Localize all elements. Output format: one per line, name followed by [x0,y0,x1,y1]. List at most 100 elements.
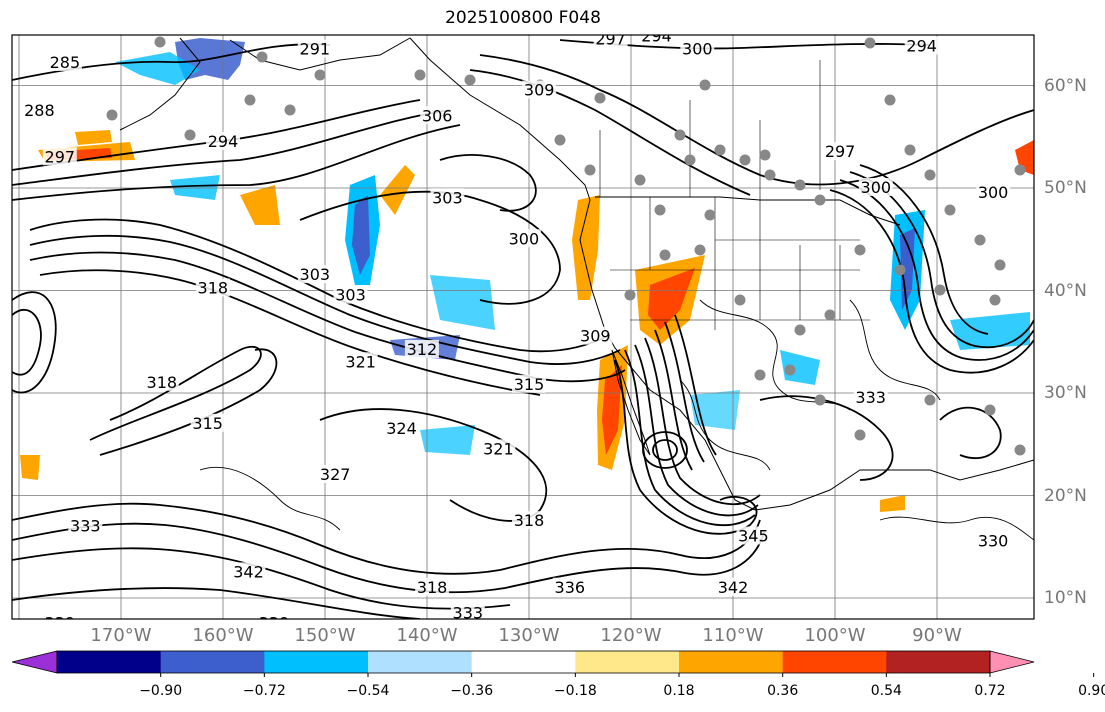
contour-line [12,308,42,376]
contour-closed [652,439,678,461]
contour-lines [12,39,1034,619]
contour-label: 318 [514,511,545,530]
contour-label: 312 [407,340,438,359]
station-dot [594,92,606,104]
longitude-label: 140°W [396,625,458,646]
contour-line [634,344,759,517]
contour-line [674,314,717,456]
longitude-label: 120°W [600,625,662,646]
contour-line [479,54,1034,186]
station-dot [824,309,836,321]
station-dot [654,204,666,216]
colorbar-segment [679,651,784,673]
station-dot [974,234,986,246]
contour-label: 300 [509,229,540,248]
station-dot [184,129,196,141]
contour-line [469,69,751,196]
contour-label-bg [190,413,225,432]
shade-orange-2 [75,130,112,145]
shade-coast-orange [572,195,600,300]
contour-label: 309 [524,81,555,100]
contour-label: 309 [580,327,611,346]
contour-label-bg [68,516,103,535]
station-dot [814,394,826,406]
latitude-label: 10°N [1044,588,1087,608]
station-dot [699,79,711,91]
colorbar-tick-label: −0.18 [553,683,597,699]
thin-contour [879,516,1034,541]
colorbar-segment [160,651,265,673]
colorbar [11,650,1095,677]
contour-line [939,406,1002,460]
contour-label-bg [206,131,240,150]
station-dot [794,324,806,336]
contour-line [99,348,278,456]
station-dot [934,284,946,296]
thin-contour [849,299,941,401]
station-dot [924,394,936,406]
contour-label: 300 [861,178,892,197]
colorbar-tick-label: −0.36 [450,683,494,699]
colorbar-extension-low [11,650,58,674]
longitude-label: 90°W [912,625,962,646]
contour-line [29,234,621,365]
contour-label: 330 [978,532,1009,551]
station-dot [314,69,326,81]
longitude-label: 100°W [804,625,866,646]
colorbar-segment [471,651,576,673]
contour-label: 336 [555,578,586,597]
contour-label-bg [42,613,77,619]
contour-line [614,359,758,535]
contour-label-bg [384,418,419,437]
contour-label: 288 [24,101,55,120]
colorbar-extension-high [989,650,1035,674]
station-dot [1014,164,1026,176]
station-dot [854,429,866,441]
station-dot [904,144,916,156]
contour-line [12,124,461,201]
contour-label-bg [318,465,353,483]
colorbar-tick-label: −0.72 [242,683,286,699]
contour-label: 315 [192,414,223,433]
longitude-label: 150°W [294,625,356,646]
shade-lightblue-1 [170,175,220,200]
shade-east-blue [950,312,1030,350]
contour-line [12,43,331,81]
station-dot [884,94,896,106]
contour-label: 294 [208,132,239,151]
contour-label: 327 [320,465,351,484]
thin-contour [199,466,341,531]
contour-label: 303 [335,286,366,305]
station-dot [624,289,636,301]
station-dot [414,69,426,81]
station-dot [989,294,1001,306]
station-dot [754,369,766,381]
latitude-label: 30°N [1044,383,1087,403]
contour-label-bg [481,439,516,458]
latitude-label: 40°N [1044,280,1087,301]
contour-label-bg [450,603,485,619]
colorbar-segment [782,651,887,673]
colorbar-tick-label: 0.72 [974,683,1006,699]
shade-orange-bc [240,185,280,225]
shade-gulf-blue [780,350,820,385]
contour-label: 300 [978,183,1009,202]
station-dot [674,129,686,141]
border-canada-us [595,196,901,226]
contour-label-bg [506,229,541,248]
contour-label: 318 [147,373,178,392]
colorbar-tick-label: −0.90 [139,683,183,699]
contour-label: 294 [906,37,937,56]
station-dot [554,134,566,146]
contour-label: 333 [453,603,484,622]
contour-label: 303 [300,265,331,284]
colorbar-tick-label: 0.36 [767,683,799,699]
contour-line [12,109,451,186]
contour-line [319,408,547,522]
station-dot [284,104,296,116]
shade-lightblue-4 [420,425,475,455]
contour-label: 342 [718,578,749,597]
station-dot [659,249,671,261]
border-canada-provinces [599,60,821,200]
contour-label-bg [42,147,77,166]
